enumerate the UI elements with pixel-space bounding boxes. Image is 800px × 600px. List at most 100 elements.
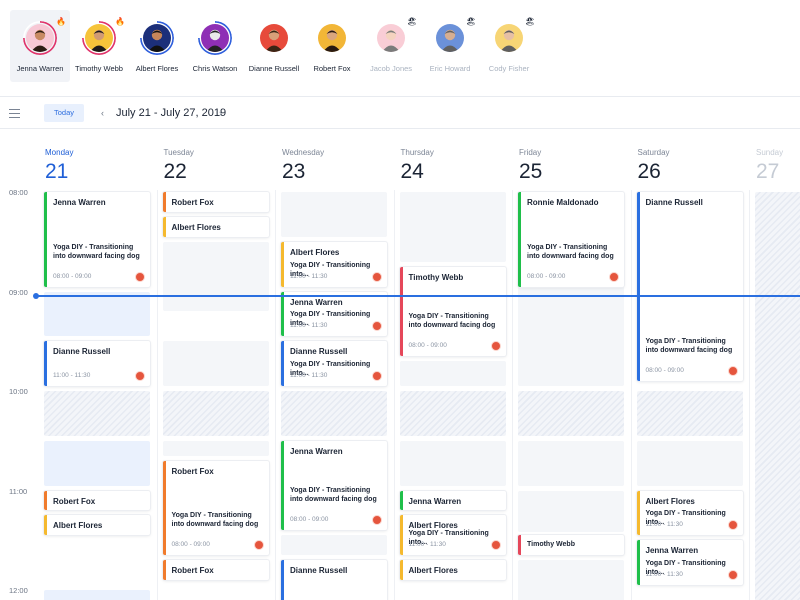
unavailable-slot [636,391,743,436]
trainer-robert-fox[interactable]: Robert Fox [302,10,362,82]
class-event-card[interactable]: Ronnie Maldonado Yoga DIY - Transitioning… [518,192,624,287]
trainer-albert-flores[interactable]: Albert Flores [127,10,187,82]
event-trainer-name: Albert Flores [53,521,103,531]
available-slot[interactable] [518,490,624,533]
day-number: 24 [400,160,424,183]
day-header-saturday[interactable]: Saturday 26 [638,148,748,184]
trainer-timothy-webb[interactable]: 🔥 Timothy Webb [69,10,129,82]
prev-week-arrow-icon[interactable]: ‹ [101,108,104,118]
attendee-avatar-icon [727,366,738,377]
class-event-card[interactable]: Dianne Russell 11:00 - 11:30 [44,341,150,387]
day-header-thursday[interactable]: Thursday 24 [401,148,511,184]
day-header-sunday[interactable]: Sunday 27 [756,148,800,184]
trainer-name: Robert Fox [313,64,351,73]
day-header-friday[interactable]: Friday 25 [519,148,629,184]
attendee-avatar-icon [372,321,382,332]
menu-icon[interactable] [9,109,20,118]
next-week-arrow-icon[interactable]: › [219,108,222,118]
event-color-bar [636,490,640,536]
available-slot[interactable] [162,440,269,456]
class-event-card[interactable]: Dianne Russell [281,560,387,600]
class-event-card[interactable]: Jenna Warren Yoga DIY - Transitioning int… [44,192,150,287]
event-trainer-name: Dianne Russell [645,198,703,207]
vacation-icon: 🏖 [525,17,536,26]
class-event-card[interactable]: Robert Fox [162,192,269,212]
event-class-title: Yoga DIY - Transitioning into downward f… [645,338,733,355]
event-time: 08:00 - 09:00 [171,541,210,549]
event-trainer-name: Albert Flores [408,566,458,576]
event-time: 11:00 - 11:30 [290,322,328,330]
unavailable-slot [44,391,150,436]
available-slot[interactable] [399,361,506,387]
event-color-bar [162,216,166,237]
event-class-title: Yoga DIY - Transitioning into... [408,530,489,547]
event-trainer-name: Jenna Warren [290,297,343,307]
event-color-bar [281,440,284,531]
day-header-tuesday[interactable]: Tuesday 22 [164,148,274,184]
available-slot[interactable] [44,291,150,337]
trainer-chris-watson[interactable]: Chris Watson [185,10,245,82]
class-event-card[interactable]: Robert Fox [44,490,150,511]
class-event-card[interactable]: Albert Flores Yoga DIY - Transitioning in… [636,490,743,536]
available-slot[interactable] [636,440,743,486]
class-event-card[interactable]: Jenna Warren Yoga DIY - Transitioning int… [281,291,387,337]
event-trainer-name: Jenna Warren [645,546,699,556]
avatar [26,24,54,52]
event-color-bar [162,460,166,556]
trainer-jacob-jones[interactable]: 🏖 Jacob Jones [361,10,421,82]
column-divider [275,190,276,600]
event-trainer-name: Dianne Russell [290,347,348,357]
available-slot[interactable] [518,440,624,486]
available-slot[interactable] [44,440,150,486]
streak-flame-icon: 🔥 [115,17,125,26]
class-event-card[interactable]: Dianne Russell Yoga DIY - Transitioning i… [281,341,387,387]
class-event-card[interactable]: Jenna Warren Yoga DIY - Transitioning int… [281,440,387,531]
trainer-name: Dianne Russell [248,64,300,73]
trainer-cody-fisher[interactable]: 🏖 Cody Fisher [479,10,539,82]
class-event-card[interactable]: Jenna Warren Yoga DIY - Transitioning int… [636,540,743,586]
event-color-bar [44,192,47,287]
attendee-avatar-icon [490,540,501,551]
trainer-jenna-warren[interactable]: 🔥 Jenna Warren [10,10,70,82]
available-slot[interactable] [281,535,387,556]
available-slot[interactable] [44,590,150,600]
day-header-wednesday[interactable]: Wednesday 23 [282,148,392,184]
available-slot[interactable] [162,241,269,312]
event-class-title: Yoga DIY - Transitioning into... [290,361,371,378]
class-event-card[interactable]: Jenna Warren [399,490,506,511]
trainer-name: Cody Fisher [488,64,530,73]
trainer-dianne-russell[interactable]: Dianne Russell [244,10,304,82]
available-slot[interactable] [399,440,506,486]
avatar [201,24,229,52]
class-event-card[interactable]: Albert Flores Yoga DIY - Transitioning in… [281,241,387,287]
day-of-week: Wednesday [282,148,325,157]
available-slot[interactable] [518,560,624,600]
time-label: 09:00 [9,287,28,297]
trainer-eric-howard[interactable]: 🏖 Eric Howard [420,10,480,82]
column-divider [749,190,750,600]
day-of-week: Tuesday [163,148,194,157]
event-time: 11:00 - 11:30 [290,372,328,380]
event-color-bar [399,266,403,357]
column-divider [393,190,395,600]
class-event-card[interactable]: Albert Flores [399,560,506,581]
class-event-card[interactable]: Timothy Webb [518,535,624,556]
event-trainer-name: Albert Flores [171,222,221,232]
class-event-card[interactable]: Dianne Russell Yoga DIY - Transitioning i… [636,192,743,382]
available-slot[interactable] [162,341,269,387]
class-event-card[interactable]: Albert Flores [44,515,150,536]
event-trainer-name: Dianne Russell [53,347,111,357]
event-time: 11:00 - 11:30 [290,272,328,280]
class-event-card[interactable]: Albert Flores Yoga DIY - Transitioning in… [399,515,506,556]
today-button[interactable]: Today [44,104,84,122]
class-event-card[interactable]: Timothy Webb Yoga DIY - Transitioning int… [399,266,506,357]
class-event-card[interactable]: Robert Fox [162,560,269,581]
day-header-monday[interactable]: Monday 21 [45,148,155,184]
available-slot[interactable] [399,192,506,262]
class-event-card[interactable]: Robert Fox Yoga DIY - Transitioning into … [162,460,269,556]
available-slot[interactable] [281,192,387,237]
avatar [143,24,171,52]
avatar [85,24,113,52]
attendee-avatar-icon [135,371,145,382]
class-event-card[interactable]: Albert Flores [162,216,269,237]
